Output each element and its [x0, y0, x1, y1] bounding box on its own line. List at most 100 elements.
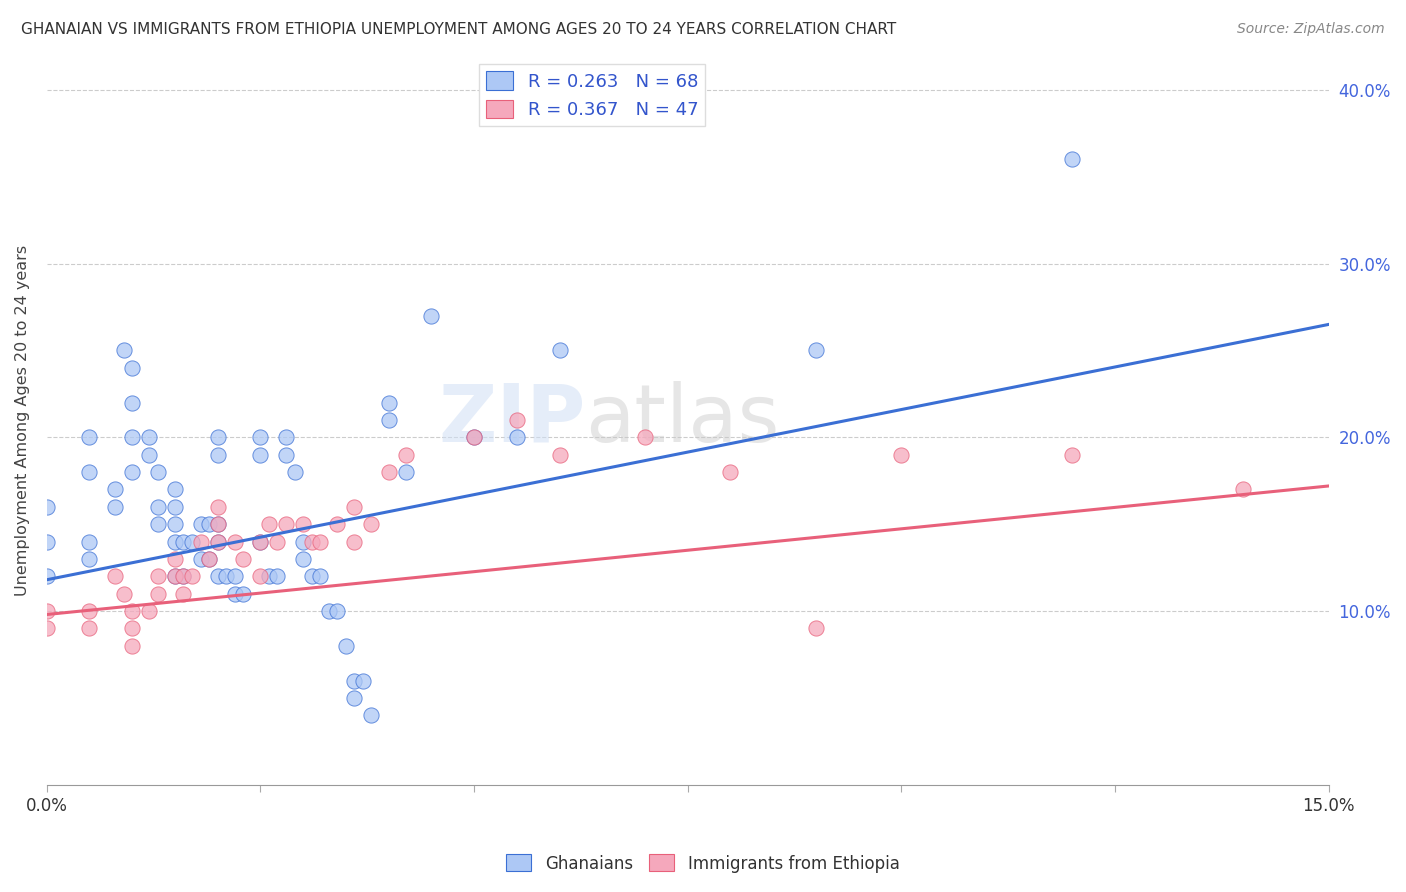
Point	[249, 430, 271, 444]
Point	[190, 534, 212, 549]
Point	[79, 621, 101, 635]
Point	[266, 534, 288, 549]
Point	[146, 517, 169, 532]
Text: ZIP: ZIP	[437, 381, 585, 459]
Point	[326, 604, 349, 618]
Point	[35, 534, 58, 549]
Point	[335, 639, 357, 653]
Point	[146, 587, 169, 601]
Point	[35, 569, 58, 583]
Point	[163, 569, 186, 583]
Point	[79, 430, 101, 444]
Point	[257, 569, 280, 583]
Point	[121, 430, 143, 444]
Point	[172, 587, 194, 601]
Point	[104, 483, 127, 497]
Point	[207, 517, 229, 532]
Point	[172, 534, 194, 549]
Point	[104, 569, 127, 583]
Legend: R = 0.263   N = 68, R = 0.367   N = 47: R = 0.263 N = 68, R = 0.367 N = 47	[479, 64, 706, 127]
Point	[121, 604, 143, 618]
Point	[548, 448, 571, 462]
Point	[377, 465, 399, 479]
Point	[266, 569, 288, 583]
Point	[395, 465, 418, 479]
Point	[343, 500, 366, 514]
Point	[172, 569, 194, 583]
Point	[249, 534, 271, 549]
Point	[301, 569, 323, 583]
Point	[181, 569, 204, 583]
Point	[172, 569, 194, 583]
Point	[207, 448, 229, 462]
Point	[198, 552, 221, 566]
Point	[343, 673, 366, 688]
Point	[360, 708, 382, 723]
Point	[804, 343, 827, 358]
Point	[163, 500, 186, 514]
Point	[292, 552, 315, 566]
Point	[274, 430, 297, 444]
Point	[292, 534, 315, 549]
Point	[343, 534, 366, 549]
Point	[121, 360, 143, 375]
Point	[249, 448, 271, 462]
Point	[79, 552, 101, 566]
Point	[207, 534, 229, 549]
Point	[343, 690, 366, 705]
Point	[224, 534, 246, 549]
Point	[35, 500, 58, 514]
Point	[224, 569, 246, 583]
Legend: Ghanaians, Immigrants from Ethiopia: Ghanaians, Immigrants from Ethiopia	[499, 847, 907, 880]
Point	[249, 569, 271, 583]
Point	[112, 587, 135, 601]
Point	[232, 552, 254, 566]
Point	[190, 552, 212, 566]
Point	[224, 587, 246, 601]
Point	[112, 343, 135, 358]
Point	[198, 552, 221, 566]
Point	[395, 448, 418, 462]
Point	[163, 534, 186, 549]
Point	[79, 534, 101, 549]
Point	[138, 604, 160, 618]
Point	[352, 673, 374, 688]
Point	[1062, 153, 1084, 167]
Point	[79, 604, 101, 618]
Point	[1232, 483, 1254, 497]
Point	[163, 483, 186, 497]
Point	[274, 448, 297, 462]
Point	[207, 517, 229, 532]
Point	[463, 430, 485, 444]
Point	[326, 517, 349, 532]
Point	[377, 413, 399, 427]
Point	[249, 534, 271, 549]
Point	[163, 517, 186, 532]
Point	[163, 552, 186, 566]
Point	[146, 465, 169, 479]
Point	[35, 604, 58, 618]
Point	[121, 621, 143, 635]
Point	[138, 430, 160, 444]
Point	[79, 465, 101, 479]
Point	[207, 430, 229, 444]
Point	[377, 395, 399, 409]
Point	[309, 534, 332, 549]
Point	[146, 500, 169, 514]
Point	[506, 413, 529, 427]
Point	[309, 569, 332, 583]
Point	[720, 465, 742, 479]
Point	[207, 534, 229, 549]
Point	[190, 517, 212, 532]
Point	[232, 587, 254, 601]
Point	[301, 534, 323, 549]
Point	[463, 430, 485, 444]
Point	[283, 465, 305, 479]
Y-axis label: Unemployment Among Ages 20 to 24 years: Unemployment Among Ages 20 to 24 years	[15, 244, 30, 596]
Point	[181, 534, 204, 549]
Point	[146, 569, 169, 583]
Point	[634, 430, 657, 444]
Text: GHANAIAN VS IMMIGRANTS FROM ETHIOPIA UNEMPLOYMENT AMONG AGES 20 TO 24 YEARS CORR: GHANAIAN VS IMMIGRANTS FROM ETHIOPIA UNE…	[21, 22, 897, 37]
Point	[257, 517, 280, 532]
Point	[121, 395, 143, 409]
